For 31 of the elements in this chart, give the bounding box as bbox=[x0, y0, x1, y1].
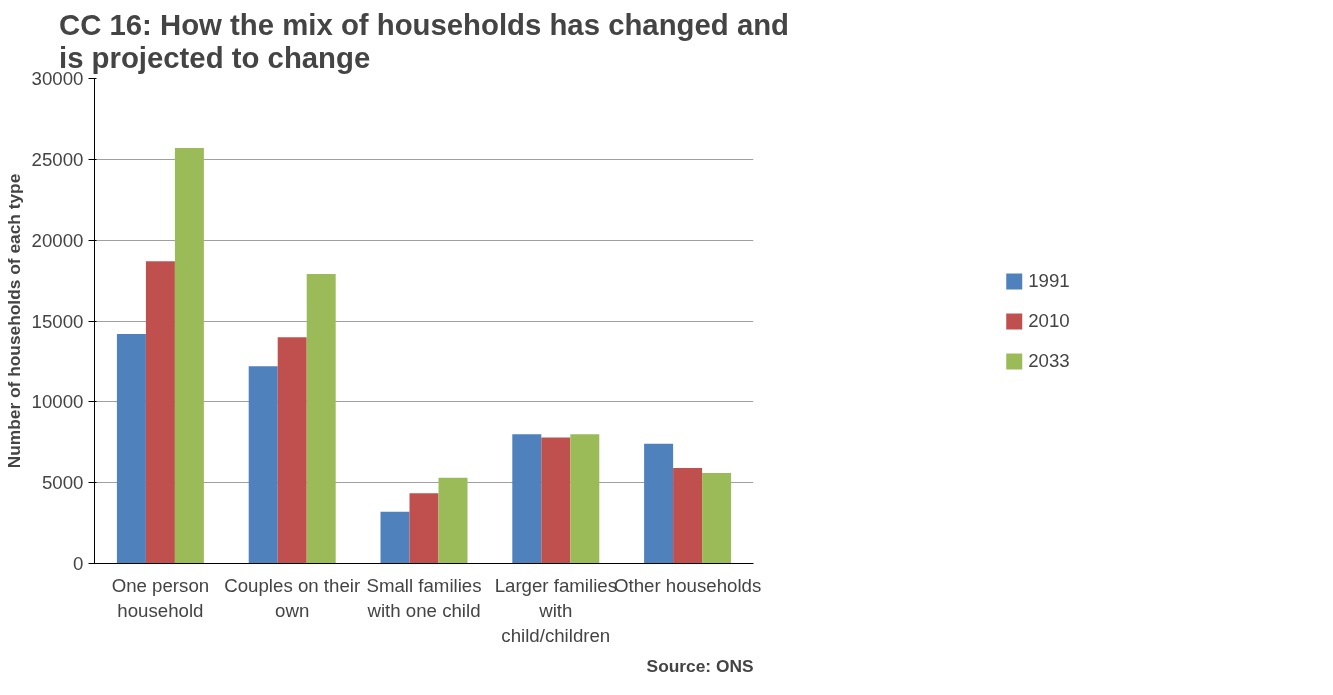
y-tick-label: 0 bbox=[73, 553, 84, 574]
bar bbox=[512, 434, 542, 564]
bar bbox=[541, 437, 571, 564]
y-tick-label: 15000 bbox=[31, 310, 84, 332]
source-note: Source: ONS bbox=[646, 655, 754, 676]
bar bbox=[380, 511, 410, 564]
y-tick-label: 20000 bbox=[31, 229, 84, 251]
x-tick-label: Small families with one child bbox=[366, 574, 482, 621]
bar bbox=[673, 468, 703, 564]
bar bbox=[248, 366, 278, 564]
bar bbox=[702, 472, 732, 564]
bar bbox=[570, 434, 600, 564]
y-tick-label: 10000 bbox=[31, 391, 84, 413]
bar bbox=[306, 274, 336, 564]
bar bbox=[145, 261, 175, 564]
x-tick-label: One person household bbox=[111, 574, 210, 621]
x-tick-label: Larger families with child/children bbox=[494, 574, 617, 646]
legend-label: 1991 bbox=[1028, 269, 1070, 292]
x-tick-label: Couples on their own bbox=[224, 574, 361, 621]
bar bbox=[174, 148, 204, 564]
y-tick-label: 5000 bbox=[42, 472, 84, 494]
legend-label: 2010 bbox=[1028, 309, 1070, 332]
y-tick-label: 25000 bbox=[31, 148, 84, 170]
bar bbox=[277, 337, 307, 564]
bar bbox=[409, 493, 439, 564]
bar bbox=[644, 443, 674, 564]
bar bbox=[116, 333, 146, 564]
y-tick-label: 30000 bbox=[31, 68, 84, 89]
legend-label: 2033 bbox=[1028, 349, 1070, 372]
bar bbox=[438, 477, 468, 564]
y-axis-title: Number of households of each type bbox=[3, 173, 24, 469]
